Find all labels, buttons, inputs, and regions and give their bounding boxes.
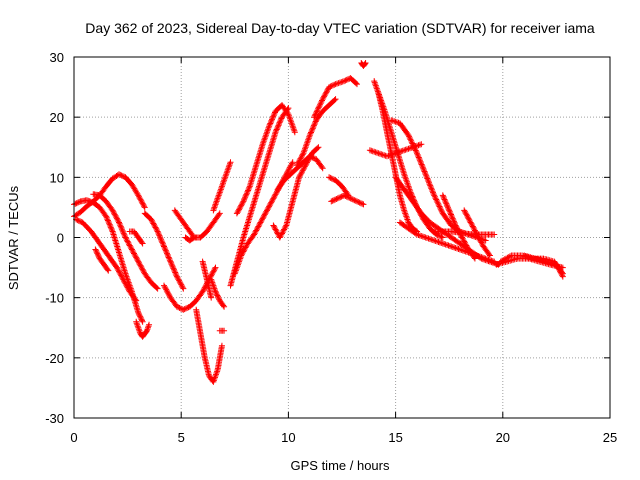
data-mark-11 (182, 234, 198, 244)
data-mark-35 (461, 207, 493, 259)
data-mark-13 (199, 258, 215, 301)
series-track-2 (71, 197, 146, 325)
x-axis-label: GPS time / hours (291, 458, 390, 473)
data-mark-16 (210, 159, 234, 214)
y-tick-label: -10 (45, 291, 64, 306)
data-mark-25 (328, 192, 367, 208)
chart-title: Day 362 of 2023, Sidereal Day-to-day VTE… (85, 20, 595, 36)
x-tick-label: 10 (281, 430, 295, 445)
data-mark-38 (521, 252, 566, 280)
data-mark-2 (71, 197, 146, 325)
series-track-17 (227, 105, 292, 289)
series-track-14 (208, 276, 228, 310)
y-tick-label: 0 (57, 231, 64, 246)
x-tick-label: 25 (603, 430, 617, 445)
series-track-38 (521, 252, 566, 280)
series-track-25 (328, 192, 367, 208)
series-track-23 (311, 75, 361, 121)
y-tick-label: 20 (50, 110, 64, 125)
y-tick-label: -30 (45, 411, 64, 426)
data-mark-17 (227, 105, 292, 289)
x-tick-label: 5 (178, 430, 185, 445)
series-track-5 (133, 318, 153, 340)
data-mark-1 (71, 171, 148, 220)
series-track-15 (216, 327, 228, 334)
data-mark-34 (439, 192, 478, 262)
series-track-4 (90, 191, 161, 292)
data-mark-14 (208, 276, 228, 310)
data-mark-10 (171, 207, 223, 241)
series-track-12 (193, 306, 225, 385)
series-track-34 (439, 192, 478, 262)
data-mark-5 (133, 318, 153, 340)
data-mark-15 (216, 327, 228, 334)
data-points (71, 60, 566, 385)
series-track-3 (73, 216, 140, 304)
data-mark-12 (193, 306, 225, 385)
series-track-7 (126, 228, 146, 247)
series-track-6 (92, 246, 112, 274)
x-tick-label: 15 (388, 430, 402, 445)
series-track-28 (375, 90, 446, 241)
series-track-35 (461, 207, 493, 259)
y-axis-label: SDTVAR / TECUs (6, 185, 21, 290)
data-mark-7 (126, 228, 146, 247)
series-track-8 (141, 210, 187, 292)
data-mark-3 (73, 216, 140, 304)
data-mark-4 (90, 191, 161, 292)
grid-lines (74, 57, 610, 418)
series-track-26 (358, 60, 369, 69)
series-track-10 (171, 207, 223, 241)
x-tick-label: 0 (70, 430, 77, 445)
series-track-11 (182, 234, 198, 244)
series-track-1 (71, 171, 148, 220)
data-mark-23 (311, 75, 361, 121)
data-mark-26 (358, 60, 369, 69)
series-track-18 (233, 102, 298, 217)
data-mark-6 (92, 246, 112, 274)
y-tick-label: 30 (50, 50, 64, 65)
axis-ticks: 0 5 10 15 20 25 -30 -20 -10 0 10 20 30 (45, 50, 617, 445)
y-tick-label: 10 (50, 170, 64, 185)
data-mark-22 (294, 96, 339, 169)
x-tick-label: 20 (496, 430, 510, 445)
series-track-22 (294, 96, 339, 169)
data-mark-28 (375, 90, 446, 241)
series-track-16 (210, 159, 234, 214)
data-mark-24 (326, 174, 352, 199)
series-track-24 (326, 174, 352, 199)
data-mark-18 (233, 102, 298, 217)
series-track-13 (199, 258, 215, 301)
y-tick-label: -20 (45, 351, 64, 366)
data-mark-8 (141, 210, 187, 292)
